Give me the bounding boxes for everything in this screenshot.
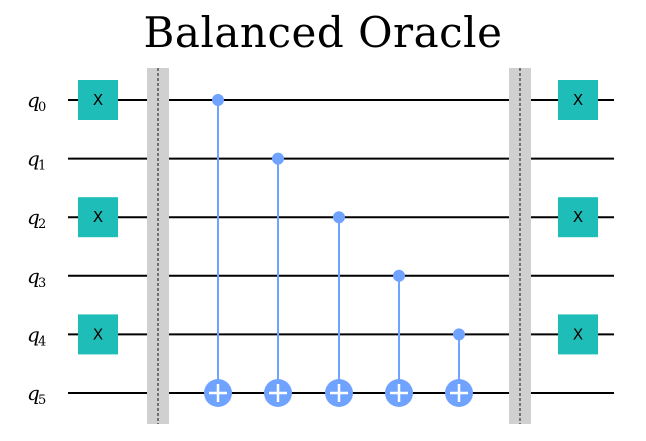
x-gate-label: X <box>93 325 103 343</box>
diagram-title: Balanced Oracle <box>143 8 503 57</box>
qubit-label-index: 1 <box>38 159 46 174</box>
qubit-label: q <box>27 147 40 171</box>
qubit-label: q <box>27 264 40 288</box>
x-gate <box>558 197 598 238</box>
cnot-control-dot <box>453 328 465 341</box>
qubit-label: q <box>27 205 40 229</box>
x-gate-label: X <box>573 325 583 343</box>
qubit-label: q <box>27 322 40 346</box>
x-gate <box>558 80 598 120</box>
qubit-label-index: 4 <box>38 334 46 349</box>
qubit-label-index: 2 <box>38 217 46 232</box>
cnot-control-dot <box>393 269 405 282</box>
x-gate <box>558 314 598 355</box>
x-gate-label: X <box>93 208 103 226</box>
x-gate-label: X <box>573 91 583 109</box>
x-gate <box>78 80 118 120</box>
qubit-label-index: 5 <box>38 393 46 408</box>
qubit-label-index: 3 <box>38 276 46 291</box>
qubit-label-index: 0 <box>38 100 46 115</box>
x-gate-label: X <box>573 208 583 226</box>
qubit-label: q <box>27 381 40 405</box>
cnot-control-dot <box>333 211 345 224</box>
x-gate-label: X <box>93 91 103 109</box>
qubit-label: q <box>27 88 40 112</box>
cnot-control-dot <box>212 94 224 106</box>
cnot-control-dot <box>272 152 284 165</box>
x-gate <box>78 197 118 238</box>
x-gate <box>78 314 118 355</box>
